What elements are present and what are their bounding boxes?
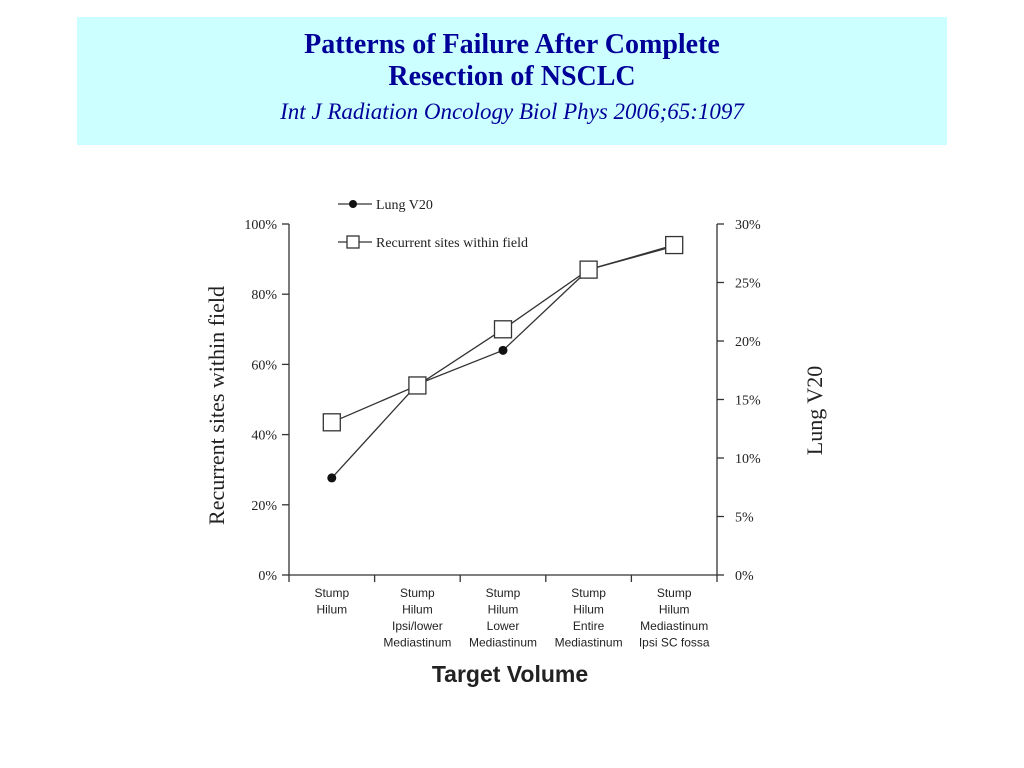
right-tick-label: 10% xyxy=(735,452,761,467)
left-tick-label: 80% xyxy=(251,288,277,303)
category-label: Mediastinum xyxy=(555,636,623,650)
legend-label: Lung V20 xyxy=(376,198,433,213)
right-tick-label: 30% xyxy=(735,218,761,233)
category-label: Hilum xyxy=(659,603,690,617)
category-label: Hilum xyxy=(402,603,433,617)
category-label: Entire xyxy=(573,619,605,633)
category-label: Stump xyxy=(486,586,521,600)
right-tick-label: 25% xyxy=(735,277,761,292)
left-axis-title: Recurrent sites within field xyxy=(204,286,229,525)
category-label: Hilum xyxy=(573,603,604,617)
recurrent-sites-point xyxy=(493,320,513,339)
left-tick-label: 100% xyxy=(244,218,277,233)
right-tick-label: 20% xyxy=(735,335,761,350)
right-tick-label: 15% xyxy=(735,394,761,409)
category-label: Hilum xyxy=(316,603,347,617)
category-label: Stump xyxy=(571,586,606,600)
left-tick-label: 60% xyxy=(251,358,277,373)
legend-marker-square xyxy=(346,235,360,249)
category-label: Ipsi SC fossa xyxy=(639,636,710,650)
right-tick-label: 0% xyxy=(735,569,754,584)
category-label: Lower xyxy=(487,619,520,633)
recurrent-sites-point xyxy=(579,260,598,279)
right-tick-label: 5% xyxy=(735,511,754,526)
legend-label: Recurrent sites within field xyxy=(376,236,528,251)
x-axis-title: Target Volume xyxy=(432,661,588,687)
slide-title-line2: Resection of NSCLC xyxy=(388,61,636,92)
category-label: Stump xyxy=(657,586,692,600)
legend-marker-circle xyxy=(349,200,357,208)
recurrent-sites-point xyxy=(408,376,427,395)
right-axis-title: Lung V20 xyxy=(802,366,827,455)
recurrent-sites-point xyxy=(665,235,684,255)
lung-v20-point xyxy=(498,345,508,355)
category-label: Mediastinum xyxy=(469,636,537,650)
category-label: Stump xyxy=(314,586,349,600)
category-label: Mediastinum xyxy=(383,636,451,650)
category-label: Stump xyxy=(400,586,435,600)
slide-title-line1: Patterns of Failure After Complete xyxy=(304,29,720,60)
series-line-1 xyxy=(331,245,675,479)
left-tick-label: 20% xyxy=(251,499,277,514)
recurrent-sites-point xyxy=(322,413,341,432)
left-tick-label: 0% xyxy=(258,569,277,584)
lung-v20-point xyxy=(327,473,337,483)
title-box: Patterns of Failure After Complete Resec… xyxy=(77,17,947,145)
category-label: Hilum xyxy=(488,603,519,617)
category-label: Mediastinum xyxy=(640,619,708,633)
category-label: Ipsi/lower xyxy=(392,619,443,633)
left-tick-label: 40% xyxy=(251,429,277,444)
slide-citation: Int J Radiation Oncology Biol Phys 2006;… xyxy=(280,99,744,124)
